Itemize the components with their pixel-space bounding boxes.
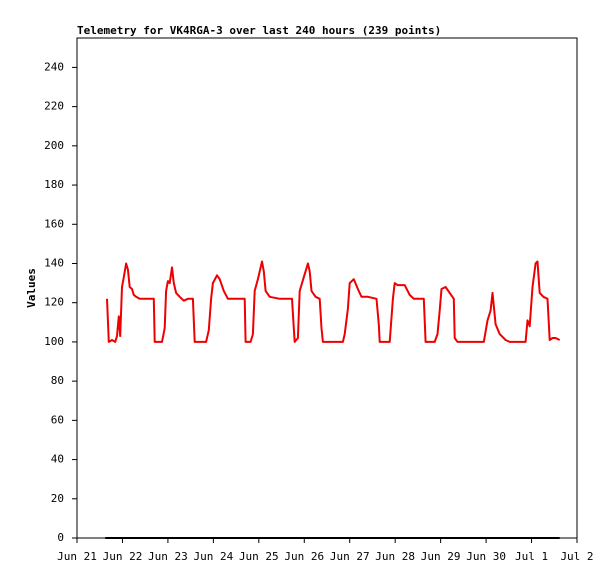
- x-tick-label: Jun 23: [148, 550, 188, 563]
- chart-title: Telemetry for VK4RGA-3 over last 240 hou…: [77, 24, 441, 37]
- x-tick-label: Jun 28: [375, 550, 415, 563]
- x-tick-label: Jun 21: [57, 550, 97, 563]
- y-tick-label: 60: [51, 413, 64, 426]
- x-tick-label: Jun 25: [239, 550, 279, 563]
- x-tick-label: Jun 26: [284, 550, 324, 563]
- x-tick-label: Jun 22: [103, 550, 143, 563]
- x-tick-label: Jul 1: [515, 550, 548, 563]
- y-tick-label: 100: [44, 335, 64, 348]
- y-tick-label: 20: [51, 492, 64, 505]
- y-tick-label: 0: [57, 531, 64, 544]
- x-tick-label: Jul 2: [560, 550, 593, 563]
- y-tick-label: 180: [44, 178, 64, 191]
- y-axis-label: Values: [25, 268, 38, 308]
- y-tick-label: 240: [44, 60, 64, 73]
- y-tick-label: 200: [44, 139, 64, 152]
- x-tick-label: Jun 30: [466, 550, 506, 563]
- y-tick-label: 160: [44, 217, 64, 230]
- x-tick-label: Jun 29: [421, 550, 461, 563]
- x-tick-label: Jun 24: [193, 550, 233, 563]
- y-tick-label: 80: [51, 374, 64, 387]
- y-tick-label: 220: [44, 100, 64, 113]
- y-tick-label: 120: [44, 296, 64, 309]
- y-tick-label: 40: [51, 453, 64, 466]
- x-tick-label: Jun 27: [330, 550, 370, 563]
- y-tick-label: 140: [44, 256, 64, 269]
- series-line: [106, 260, 561, 343]
